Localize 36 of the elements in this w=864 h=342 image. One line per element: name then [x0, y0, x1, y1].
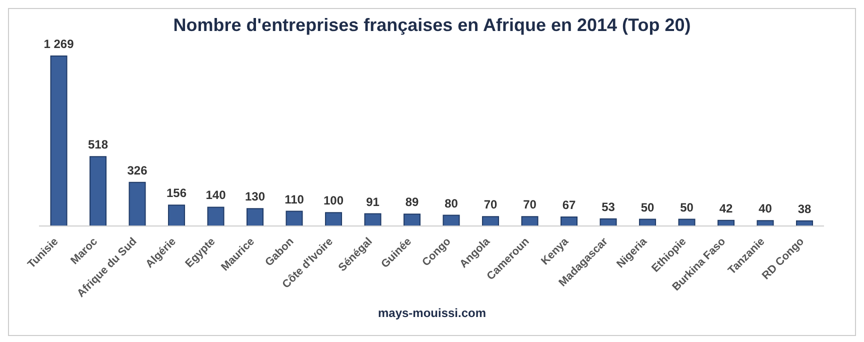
data-label: 70 [484, 198, 498, 212]
bar [521, 216, 538, 226]
data-label: 110 [284, 192, 304, 206]
chart-title: Nombre d'entreprises françaises en Afrique en 2014 (Top 20) [172, 15, 692, 36]
data-label: 156 [166, 186, 187, 200]
data-label: 67 [562, 198, 576, 212]
data-label: 53 [602, 200, 616, 214]
bar [207, 206, 224, 226]
bar [442, 214, 460, 226]
data-label: 70 [523, 198, 537, 212]
text: mays-mouissi.com [376, 306, 488, 320]
data-label: 518 [88, 138, 108, 152]
data-label: 100 [324, 194, 344, 208]
data-label: 89 [405, 195, 420, 210]
data-label: 50 [640, 200, 655, 214]
bar [364, 213, 382, 226]
bar [482, 216, 500, 226]
data-label: 91 [366, 194, 380, 209]
data-label: 50 [680, 200, 694, 214]
bar [168, 204, 186, 226]
data-label: 40 [758, 202, 772, 216]
bar [404, 214, 421, 226]
data-label: 326 [127, 163, 148, 178]
bar [128, 182, 146, 226]
bar [286, 210, 303, 226]
bar [90, 156, 107, 226]
data-label: 140 [206, 188, 226, 202]
bar [246, 208, 264, 226]
data-label: 130 [245, 190, 266, 204]
data-label: 80 [444, 196, 458, 210]
data-label: 1 269 [44, 37, 74, 51]
data-label: 42 [719, 201, 734, 216]
bar [325, 212, 342, 226]
bar [560, 216, 578, 226]
bar [50, 56, 68, 226]
data-label: 38 [798, 202, 812, 216]
